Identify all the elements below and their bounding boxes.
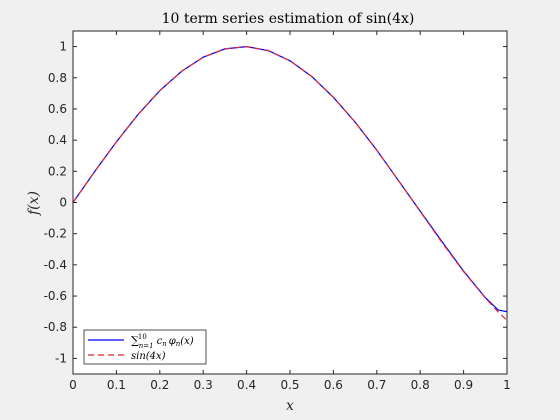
y-tick-label: 0.2 bbox=[48, 164, 67, 178]
y-tick-label: 0.8 bbox=[48, 71, 67, 85]
x-tick-label: 0.4 bbox=[237, 378, 256, 392]
x-axis-label: x bbox=[286, 398, 294, 414]
y-tick-label: 0 bbox=[59, 196, 67, 210]
y-tick-label: -0.2 bbox=[44, 227, 67, 241]
y-tick-label: -1 bbox=[55, 351, 67, 365]
legend-term-c-sub: n bbox=[162, 340, 167, 348]
chart-title: 10 term series estimation of sin(4x) bbox=[162, 11, 415, 27]
y-tick-label: 0.6 bbox=[48, 102, 67, 116]
axes-background bbox=[73, 31, 507, 374]
x-tick-label: 0.1 bbox=[107, 378, 126, 392]
x-tick-label: 0.2 bbox=[150, 378, 169, 392]
x-tick-label: 0.5 bbox=[280, 378, 299, 392]
legend-term-arg: (x) bbox=[180, 336, 194, 347]
legend-sum-lower: n=1 bbox=[139, 342, 154, 350]
y-tick-label: -0.8 bbox=[44, 320, 67, 334]
legend-term-phi: φ bbox=[169, 336, 176, 347]
x-tick-label: 1 bbox=[503, 378, 511, 392]
y-tick-label: 0.4 bbox=[48, 133, 67, 147]
x-tick-label: 0.3 bbox=[194, 378, 213, 392]
legend-sum-upper: 10 bbox=[138, 333, 147, 341]
y-tick-label: -0.6 bbox=[44, 289, 67, 303]
y-tick-label: 1 bbox=[59, 40, 67, 54]
y-axis-label: f(x) bbox=[26, 191, 42, 216]
x-tick-label: 0.6 bbox=[324, 378, 343, 392]
x-tick-label: 0.7 bbox=[367, 378, 386, 392]
x-tick-label: 0.9 bbox=[454, 378, 473, 392]
legend-label-series-2: sin(4x) bbox=[131, 351, 166, 362]
x-tick-label: 0 bbox=[69, 378, 77, 392]
x-tick-label: 0.8 bbox=[411, 378, 430, 392]
legend: ∑10 n=1 cn φn(x) sin(4x) bbox=[84, 330, 206, 364]
y-tick-label: -0.4 bbox=[44, 258, 67, 272]
